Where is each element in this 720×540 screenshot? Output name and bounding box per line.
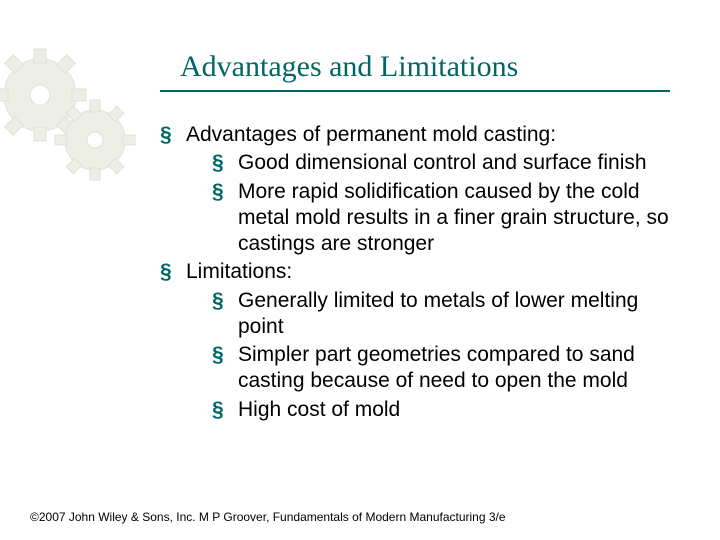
bullet-l2-text: Generally limited to metals of lower mel…: [238, 289, 638, 338]
bullet-l2-text: Good dimensional control and surface fin…: [238, 151, 647, 174]
title-area: Advantages and Limitations: [0, 0, 720, 92]
bullet-l1: Advantages of permanent mold casting: Go…: [160, 122, 670, 257]
bullet-l2: High cost of mold: [212, 397, 670, 423]
bullet-l1: Limitations: Generally limited to metals…: [160, 259, 670, 423]
bullet-l1-text: Advantages of permanent mold casting:: [186, 123, 556, 146]
bullet-l2: More rapid solidification caused by the …: [212, 179, 670, 258]
slide-container: Advantages and Limitations Advantages of…: [0, 0, 720, 540]
bullet-l1-text: Limitations:: [186, 260, 292, 283]
bullet-l2-text: Simpler part geometries compared to sand…: [238, 343, 635, 392]
bullet-l2-text: High cost of mold: [238, 398, 400, 421]
bullet-l2: Generally limited to metals of lower mel…: [212, 288, 670, 341]
bullet-l2-text: More rapid solidification caused by the …: [238, 180, 669, 256]
slide-title: Advantages and Limitations: [180, 50, 680, 84]
bullet-l2: Good dimensional control and surface fin…: [212, 150, 670, 176]
slide-footer: ©2007 John Wiley & Sons, Inc. M P Groove…: [30, 510, 506, 524]
slide-content: Advantages of permanent mold casting: Go…: [0, 92, 720, 423]
bullet-l2: Simpler part geometries compared to sand…: [212, 342, 670, 395]
